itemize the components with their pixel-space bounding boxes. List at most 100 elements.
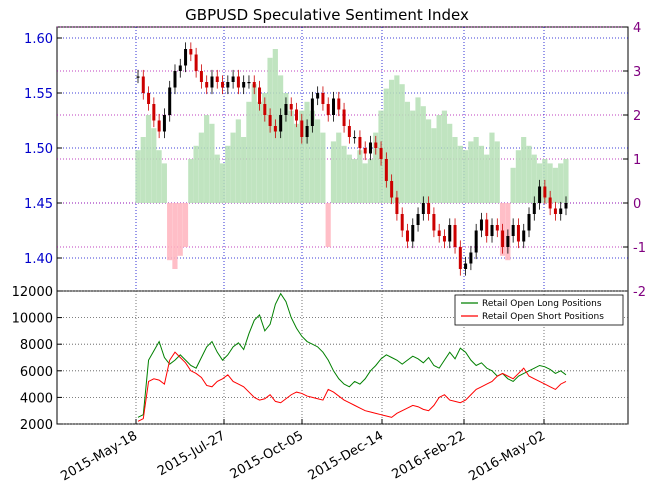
ssi-bar: [299, 110, 305, 203]
positions-axis-ticks: 2000 4000 6000 8000 10000 12000: [12, 285, 62, 433]
ssi-bar: [552, 167, 558, 203]
candle-body: [273, 126, 277, 132]
ssi-bar: [209, 123, 215, 203]
price-axis-ticks: 1.40 1.45 1.50 1.55 1.60: [24, 32, 62, 267]
date-tick-label: 2016-May-02: [466, 428, 548, 484]
date-tick-label: 2015-May-18: [58, 428, 140, 484]
long-positions-line: [137, 292, 567, 418]
candle-body: [310, 98, 314, 126]
candle-body: [479, 219, 483, 231]
ssi-bar: [241, 137, 247, 203]
candle-body: [236, 76, 240, 88]
ssi-bar: [494, 141, 500, 203]
ssi-bar: [145, 115, 152, 203]
candle-body: [427, 203, 431, 214]
candle-body: [194, 54, 198, 71]
price-tick-label: 1.55: [24, 87, 53, 102]
ssi-bar: [219, 163, 226, 203]
positions-tick-label: 10000: [12, 312, 53, 327]
date-tick-label: 2016-Feb-22: [389, 428, 468, 482]
legend-box: [454, 294, 624, 326]
candle-body: [199, 71, 203, 82]
legend-label-long: Retail Open Long Positions: [482, 299, 602, 309]
candle-body: [379, 148, 383, 159]
candle-body: [411, 225, 415, 242]
candle-body: [442, 236, 446, 242]
candle-body: [205, 82, 209, 88]
ssi-bar: [468, 141, 474, 203]
ssi-bar: [563, 159, 569, 203]
candle-body: [321, 93, 325, 104]
ssi-bar: [235, 119, 241, 203]
candle-body: [184, 49, 188, 66]
candle-body: [252, 82, 256, 88]
ssi-bar: [425, 119, 432, 203]
ssi-bar: [262, 93, 268, 203]
ssi-bar: [135, 150, 141, 203]
ssi-bar: [452, 137, 458, 203]
ssi-tick-label: -1: [633, 241, 646, 256]
candle-body: [342, 109, 346, 126]
candle-body: [347, 126, 351, 137]
ssi-bar: [447, 123, 453, 203]
candle-body: [384, 159, 388, 181]
chart-title: GBPUSD Speculative Sentiment Index: [185, 6, 469, 24]
ssi-bar: [394, 75, 400, 203]
candle-body: [258, 87, 262, 104]
positions-tick-label: 4000: [20, 391, 53, 406]
ssi-bar: [462, 150, 469, 203]
positions-lines: [137, 292, 567, 422]
ssi-bar: [341, 145, 347, 203]
ssi-bar: [161, 163, 167, 203]
candle-body: [358, 137, 362, 148]
price-tick-label: 1.60: [24, 32, 53, 47]
ssi-bar: [410, 110, 416, 203]
candle-body: [532, 203, 536, 214]
ssi-bar: [140, 137, 146, 203]
ssi-bar: [288, 110, 294, 203]
ssi-bar: [388, 79, 395, 203]
ssi-bar: [251, 84, 257, 203]
candle-body: [152, 104, 156, 121]
candle-body: [215, 76, 219, 82]
candle-body: [157, 120, 161, 132]
ssi-bar: [367, 159, 374, 203]
ssi-tick-label: -2: [633, 285, 646, 300]
candle-body: [495, 225, 499, 231]
candle-body: [136, 76, 140, 78]
ssi-bar: [193, 145, 199, 203]
candle-body: [416, 214, 420, 225]
candle-body: [226, 82, 230, 88]
positions-tick-label: 6000: [20, 365, 53, 380]
candle-body: [559, 208, 563, 214]
price-candles: [136, 42, 568, 276]
candle-body: [485, 219, 489, 236]
ssi-bar: [431, 128, 437, 203]
ssi-bar: [420, 106, 426, 203]
ssi-bar: [256, 101, 263, 203]
candle-body: [522, 230, 526, 242]
candle-body: [458, 247, 462, 269]
legend: Retail Open Long Positions Retail Open S…: [454, 294, 624, 326]
ssi-bar: [547, 163, 553, 203]
ssi-bar: [304, 101, 310, 203]
candle-body: [538, 186, 542, 203]
ssi-bar: [325, 203, 331, 247]
candle-body: [368, 142, 372, 154]
positions-panel: 2000 4000 6000 8000 10000 12000 Retail Open L…: [12, 285, 629, 433]
candle-body: [405, 230, 409, 242]
date-tick-label: 2015-Oct-05: [228, 428, 306, 482]
candle-body: [147, 93, 151, 104]
ssi-bar: [156, 150, 162, 203]
ssi-bar: [473, 137, 479, 203]
ssi-bar: [293, 123, 300, 203]
date-axis-ticks: 2015-May-18 2015-Jul-27 2015-Oct-05 2015-De…: [58, 419, 548, 484]
candle-body: [326, 104, 330, 115]
ssi-bar: [309, 110, 315, 203]
ssi-bar: [478, 145, 484, 203]
positions-tick-label: 12000: [12, 285, 53, 300]
ssi-bar: [531, 154, 537, 203]
ssi-tick-label: 4: [633, 21, 641, 36]
date-tick-label: 2015-Dec-14: [306, 428, 386, 483]
